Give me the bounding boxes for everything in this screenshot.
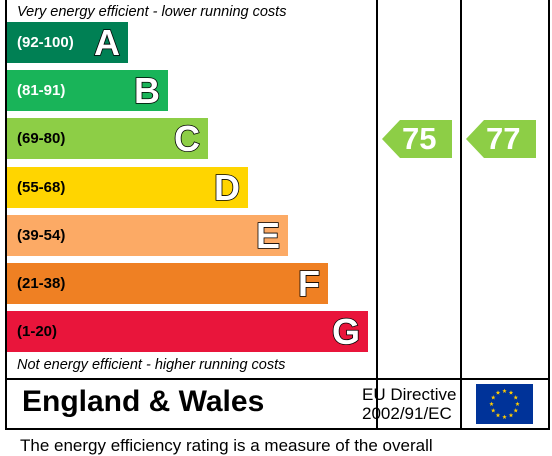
potential-rating-arrow: 77	[466, 120, 536, 159]
band-d: (55-68) D	[7, 166, 248, 209]
band-letter: G	[331, 310, 361, 353]
directive-line-1: EU Directive	[362, 385, 457, 404]
frame-bottom-of-chart-line	[5, 378, 550, 380]
band-letter: F	[297, 262, 321, 305]
bottom-caption: Not energy efficient - higher running co…	[17, 357, 286, 373]
band-range-label: (39-54)	[17, 226, 66, 244]
flag-star	[508, 412, 514, 418]
band-range-label: (92-100)	[17, 34, 74, 51]
flag-star	[495, 412, 501, 418]
band-c: (69-80) C	[7, 118, 208, 161]
arrow-shape	[382, 120, 452, 159]
band-e: (39-54) E	[7, 214, 288, 257]
band-letter: C	[173, 118, 201, 161]
flag-star	[515, 401, 520, 406]
band-range-label: (1-20)	[17, 323, 58, 341]
band-range-label: (81-91)	[17, 82, 66, 100]
flag-star	[489, 401, 494, 406]
top-caption: Very energy efficient - lower running co…	[17, 4, 287, 20]
band-letter: A	[93, 21, 121, 64]
flag-star	[513, 395, 519, 400]
frame-divider-current	[376, 0, 378, 430]
band-b: (81-91) B	[7, 69, 168, 112]
band-f: (21-38) F	[7, 262, 328, 305]
rating-value: 77	[486, 121, 521, 157]
band-letter: D	[213, 166, 241, 209]
band-letter: E	[255, 214, 281, 257]
band-a: (92-100) A	[7, 21, 128, 64]
flag-star	[502, 388, 507, 393]
frame-right-line	[548, 0, 550, 430]
current-rating-arrow: 75	[382, 120, 452, 159]
band-range-label: (21-38)	[17, 275, 66, 292]
directive-line-2: 2002/91/EC	[362, 404, 452, 423]
arrow-shape	[466, 120, 536, 159]
region-label: England & Wales	[22, 385, 265, 418]
footer-text: The energy efficiency rating is a measur…	[20, 436, 433, 455]
frame-bottom-line	[5, 428, 550, 430]
flag-star	[490, 408, 496, 413]
band-g: (1-20) G	[7, 310, 368, 353]
frame-divider-potential	[460, 0, 462, 430]
band-range-label: (69-80)	[17, 130, 66, 148]
band-range-label: (55-68)	[17, 178, 66, 196]
eu-flag-icon	[476, 384, 533, 424]
flag-star	[513, 408, 519, 413]
rating-value: 75	[402, 121, 437, 157]
frame-left-line	[5, 0, 7, 430]
flag-star	[508, 390, 514, 395]
band-letter: B	[133, 69, 161, 112]
flag-star	[495, 390, 501, 395]
flag-star	[490, 395, 496, 400]
flag-star	[502, 414, 507, 419]
